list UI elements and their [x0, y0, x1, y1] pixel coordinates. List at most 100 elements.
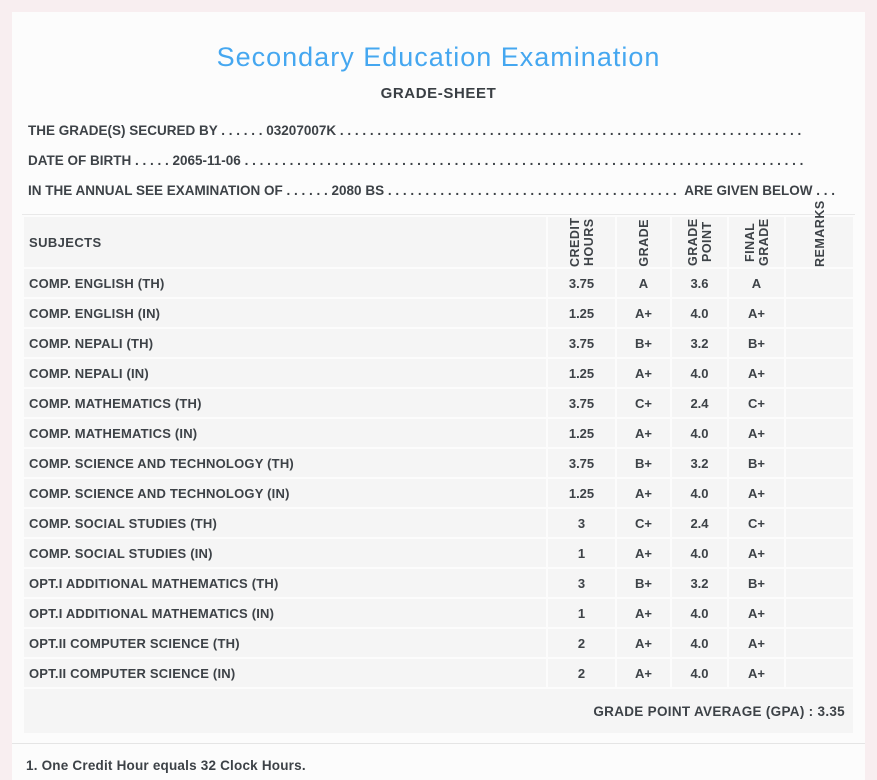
info-line-date-of-birth: DATE OF BIRTH . . . . . 2065-11-06 . . .…: [28, 146, 849, 176]
info-line-exam-year: IN THE ANNUAL SEE EXAMINATION OF . . . .…: [28, 176, 849, 206]
header-section: Secondary Education Examination GRADE-SH…: [12, 42, 865, 206]
table-row: COMP. SCIENCE AND TECHNOLOGY (IN) 1.25 A+ 4…: [24, 479, 853, 507]
final-grade-cell: A: [729, 269, 784, 297]
table-row: OPT.I ADDITIONAL MATHEMATICS (IN) 1 A+ 4.0 A…: [24, 599, 853, 627]
final-grade-cell: A+: [729, 599, 784, 627]
final-grade-cell: C+: [729, 389, 784, 417]
final-grade-cell: A+: [729, 539, 784, 567]
final-grade-cell: C+: [729, 509, 784, 537]
subject-cell: COMP. SOCIAL STUDIES (IN): [24, 539, 546, 567]
grade-point-cell: 3.2: [672, 329, 727, 357]
grade-point-cell: 3.6: [672, 269, 727, 297]
final-grade-cell: B+: [729, 449, 784, 477]
credit-hours-cell: 3.75: [548, 329, 615, 357]
grade-table-wrap: SUBJECTS CREDIT HOURS GRADE GRADE POINT …: [22, 200, 855, 735]
gradesheet-panel: Secondary Education Examination GRADE-SH…: [12, 12, 865, 780]
remarks-cell: [786, 599, 853, 627]
subject-cell: OPT.II COMPUTER SCIENCE (IN): [24, 659, 546, 687]
info-line-secured-by: THE GRADE(S) SECURED BY . . . . . . 0320…: [28, 116, 849, 146]
table-row: OPT.II COMPUTER SCIENCE (IN) 2 A+ 4.0 A+: [24, 659, 853, 687]
grade-cell: A+: [617, 419, 670, 447]
grade-column-header: GRADE: [617, 217, 670, 267]
credit-hours-cell: 1.25: [548, 359, 615, 387]
credit-hours-cell: 3.75: [548, 449, 615, 477]
final-grade-cell: A+: [729, 629, 784, 657]
credit-hours-cell: 1.25: [548, 299, 615, 327]
subject-cell: OPT.I ADDITIONAL MATHEMATICS (TH): [24, 569, 546, 597]
credit-hours-column-header: CREDIT HOURS: [548, 217, 615, 267]
grade-point-cell: 3.2: [672, 449, 727, 477]
table-row: COMP. MATHEMATICS (TH) 3.75 C+ 2.4 C+: [24, 389, 853, 417]
grade-cell: A+: [617, 539, 670, 567]
final-grade-cell: B+: [729, 569, 784, 597]
grade-cell: A+: [617, 599, 670, 627]
table-row: COMP. SCIENCE AND TECHNOLOGY (TH) 3.75 B+ 3…: [24, 449, 853, 477]
grades-section: SUBJECTS CREDIT HOURS GRADE GRADE POINT …: [12, 200, 865, 735]
grade-cell: A+: [617, 479, 670, 507]
final-grade-cell: A+: [729, 479, 784, 507]
credit-hours-cell: 3: [548, 569, 615, 597]
grade-point-cell: 4.0: [672, 299, 727, 327]
grade-cell: A+: [617, 299, 670, 327]
footer-divider: [12, 743, 865, 744]
student-info-section: THE GRADE(S) SECURED BY . . . . . . 0320…: [22, 116, 855, 206]
final-grade-column-header: FINAL GRADE: [729, 217, 784, 267]
subject-cell: COMP. NEPALI (IN): [24, 359, 546, 387]
are-given-below-text: ARE GIVEN BELOW . . .: [680, 183, 835, 198]
credit-hours-cell: 3: [548, 509, 615, 537]
date-of-birth-value: 2065-11-06: [172, 153, 241, 168]
grade-cell: B+: [617, 329, 670, 357]
table-row: COMP. ENGLISH (TH) 3.75 A 3.6 A: [24, 269, 853, 297]
remarks-column-header: REMARKS: [786, 200, 853, 267]
grade-cell: B+: [617, 449, 670, 477]
gpa-row: GRADE POINT AVERAGE (GPA) : 3.35: [24, 689, 853, 733]
table-row: COMP. NEPALI (IN) 1.25 A+ 4.0 A+: [24, 359, 853, 387]
subject-cell: COMP. ENGLISH (TH): [24, 269, 546, 297]
grade-point-cell: 4.0: [672, 419, 727, 447]
subject-cell: COMP. ENGLISH (IN): [24, 299, 546, 327]
exam-year-value: 2080 BS: [331, 183, 385, 198]
credit-hours-cell: 3.75: [548, 269, 615, 297]
grade-point-cell: 4.0: [672, 359, 727, 387]
grade-point-cell: 2.4: [672, 509, 727, 537]
table-row: OPT.II COMPUTER SCIENCE (TH) 2 A+ 4.0 A+: [24, 629, 853, 657]
remarks-cell: [786, 419, 853, 447]
grade-point-cell: 4.0: [672, 659, 727, 687]
grade-point-cell: 2.4: [672, 389, 727, 417]
footer-section: 1. One Credit Hour equals 32 Clock Hours…: [12, 744, 865, 773]
date-of-birth-label: DATE OF BIRTH . . . . .: [28, 153, 173, 168]
remarks-cell: [786, 479, 853, 507]
remarks-cell: [786, 299, 853, 327]
remarks-cell: [786, 509, 853, 537]
subject-cell: COMP. MATHEMATICS (IN): [24, 419, 546, 447]
remarks-cell: [786, 629, 853, 657]
page-subtitle: GRADE-SHEET: [380, 85, 497, 102]
subject-cell: COMP. MATHEMATICS (TH): [24, 389, 546, 417]
page-title: Secondary Education Examination: [216, 42, 661, 72]
exam-year-label: IN THE ANNUAL SEE EXAMINATION OF . . . .…: [28, 183, 332, 198]
dots-filler: . . . . . . . . . . . . . . . . . . . . …: [339, 123, 802, 138]
remarks-cell: [786, 569, 853, 597]
subject-cell: COMP. SCIENCE AND TECHNOLOGY (TH): [24, 449, 546, 477]
final-grade-cell: B+: [729, 329, 784, 357]
final-grade-cell: A+: [729, 419, 784, 447]
grade-point-cell: 4.0: [672, 539, 727, 567]
dots-filler: . . . . . . . . . . . . . . . . . . . . …: [244, 153, 804, 168]
grade-cell: A+: [617, 629, 670, 657]
remarks-cell: [786, 329, 853, 357]
remarks-cell: [786, 269, 853, 297]
credit-hours-cell: 1: [548, 539, 615, 567]
table-row: COMP. MATHEMATICS (IN) 1.25 A+ 4.0 A+: [24, 419, 853, 447]
grade-table-body: COMP. ENGLISH (TH) 3.75 A 3.6 A COMP. ENGLISH…: [24, 269, 853, 687]
grade-point-cell: 4.0: [672, 629, 727, 657]
grade-cell: C+: [617, 509, 670, 537]
table-row: COMP. SOCIAL STUDIES (TH) 3 C+ 2.4 C+: [24, 509, 853, 537]
remarks-cell: [786, 539, 853, 567]
subject-cell: OPT.II COMPUTER SCIENCE (TH): [24, 629, 546, 657]
grade-cell: C+: [617, 389, 670, 417]
credit-hours-cell: 1: [548, 599, 615, 627]
grade-point-cell: 4.0: [672, 599, 727, 627]
table-header-row: SUBJECTS CREDIT HOURS GRADE GRADE POINT …: [24, 200, 853, 267]
grade-point-column-header: GRADE POINT: [672, 217, 727, 267]
grade-cell: A+: [617, 659, 670, 687]
